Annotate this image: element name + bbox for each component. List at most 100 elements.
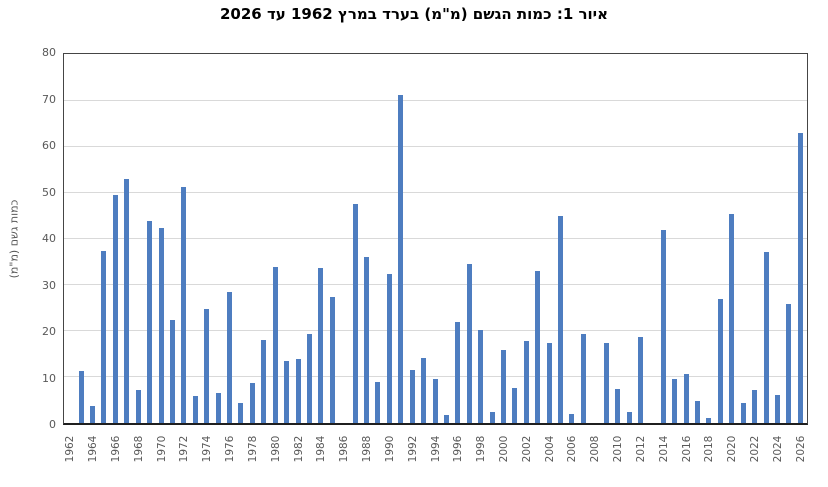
x-tick-label-2012: 2012 — [634, 435, 647, 463]
bar-1988 — [364, 257, 369, 423]
bar-2009 — [603, 343, 609, 423]
x-tick-label-2010: 2010 — [612, 435, 625, 463]
x-tick-label-1992: 1992 — [406, 435, 419, 463]
x-tick-label-2018: 2018 — [703, 435, 716, 463]
bar-1980 — [272, 266, 278, 423]
bar-2011 — [626, 411, 632, 423]
bar-1978 — [249, 382, 255, 423]
x-tick-label-2022: 2022 — [749, 435, 762, 463]
bar-1964 — [90, 406, 96, 423]
y-tick-label-70: 70 — [42, 92, 56, 106]
x-tick-label-2004: 2004 — [543, 435, 556, 463]
bar-1989 — [375, 381, 381, 423]
plot-area — [63, 53, 808, 425]
x-tick-label-1994: 1994 — [429, 435, 442, 463]
bar-1981 — [284, 361, 290, 423]
bar-1967 — [124, 179, 130, 423]
bar-1968 — [135, 389, 141, 423]
x-tick-label-2026: 2026 — [794, 435, 807, 463]
bar-1973 — [192, 396, 198, 423]
chart-title: איור 1: כמות הגשם (מ"מ) בערד במרץ 1962 ע… — [219, 5, 609, 23]
bar-2025 — [786, 304, 792, 423]
x-tick-label-2014: 2014 — [657, 435, 670, 463]
y-tick-label-80: 80 — [42, 46, 56, 59]
bar-1969 — [147, 220, 153, 423]
bar-2019 — [717, 298, 723, 423]
bar-2006 — [569, 414, 575, 423]
bar-2016 — [683, 373, 689, 423]
bar-2007 — [580, 334, 586, 423]
bar-1991 — [398, 95, 404, 423]
x-tick-label-1996: 1996 — [452, 435, 465, 463]
bar-2000 — [500, 350, 506, 423]
bar-1994 — [432, 378, 438, 423]
bar-2018 — [706, 417, 712, 423]
x-tick-label-2008: 2008 — [589, 435, 602, 463]
bar-2012 — [637, 336, 643, 423]
x-tick-label-1982: 1982 — [292, 435, 305, 463]
bar-1997 — [466, 264, 472, 423]
bar-1976 — [227, 291, 233, 423]
x-tick-label-1972: 1972 — [178, 435, 191, 463]
bar-2001 — [512, 388, 518, 423]
gridline-60 — [64, 146, 807, 147]
bar-2022 — [752, 390, 758, 423]
x-tick-label-2000: 2000 — [497, 435, 510, 463]
bar-2010 — [615, 388, 621, 423]
x-tick-label-1966: 1966 — [109, 435, 122, 463]
bar-1966 — [112, 195, 118, 423]
bar-1970 — [158, 228, 164, 423]
bar-1965 — [101, 251, 107, 423]
bar-2014 — [660, 229, 666, 423]
bar-1992 — [409, 370, 415, 423]
bar-1982 — [295, 358, 301, 423]
bar-2020 — [729, 213, 735, 423]
bar-2002 — [523, 341, 529, 423]
x-tick-label-1986: 1986 — [338, 435, 351, 463]
x-tick-label-2020: 2020 — [726, 435, 739, 463]
bar-2015 — [672, 378, 678, 423]
x-tick-label-2002: 2002 — [520, 435, 533, 463]
y-tick-label-60: 60 — [42, 139, 56, 152]
bar-1985 — [329, 297, 335, 423]
x-tick-label-1984: 1984 — [315, 435, 328, 463]
x-tick-label-1970: 1970 — [155, 435, 168, 463]
bar-1971 — [169, 320, 175, 423]
bar-1993 — [421, 357, 427, 423]
bar-1984 — [318, 267, 324, 423]
x-tick-label-2006: 2006 — [566, 435, 579, 463]
bar-1972 — [181, 187, 187, 423]
gridline-40 — [64, 238, 807, 239]
bar-2023 — [763, 251, 769, 423]
gridline-30 — [64, 284, 807, 285]
bar-1987 — [352, 204, 358, 423]
bar-1963 — [78, 371, 84, 423]
y-tick-label-40: 40 — [42, 232, 56, 245]
gridline-20 — [64, 330, 807, 331]
x-tick-label-1998: 1998 — [475, 435, 488, 463]
x-tick-label-1976: 1976 — [224, 435, 237, 463]
y-tick-label-10: 10 — [42, 371, 56, 385]
bar-1990 — [386, 273, 392, 423]
x-tick-label-1978: 1978 — [246, 435, 259, 463]
x-tick-label-1988: 1988 — [361, 435, 373, 463]
gridline-50 — [64, 192, 807, 193]
y-tick-label-30: 30 — [42, 278, 56, 292]
bar-1999 — [489, 411, 495, 423]
bar-1996 — [455, 322, 461, 423]
y-tick-label-0: 0 — [49, 418, 56, 431]
x-tick-label-2016: 2016 — [680, 435, 693, 463]
bar-1975 — [215, 393, 221, 423]
gridline-10 — [64, 376, 807, 377]
bar-1983 — [306, 333, 312, 423]
x-tick-label-1964: 1964 — [87, 435, 100, 463]
x-tick-label-2024: 2024 — [771, 435, 784, 463]
bar-1998 — [478, 330, 484, 423]
bar-2004 — [546, 342, 552, 423]
bar-2021 — [740, 402, 746, 423]
y-tick-label-50: 50 — [42, 185, 56, 199]
bar-2005 — [558, 216, 564, 423]
bar-2017 — [695, 400, 701, 423]
x-tick-label-1980: 1980 — [269, 435, 282, 463]
